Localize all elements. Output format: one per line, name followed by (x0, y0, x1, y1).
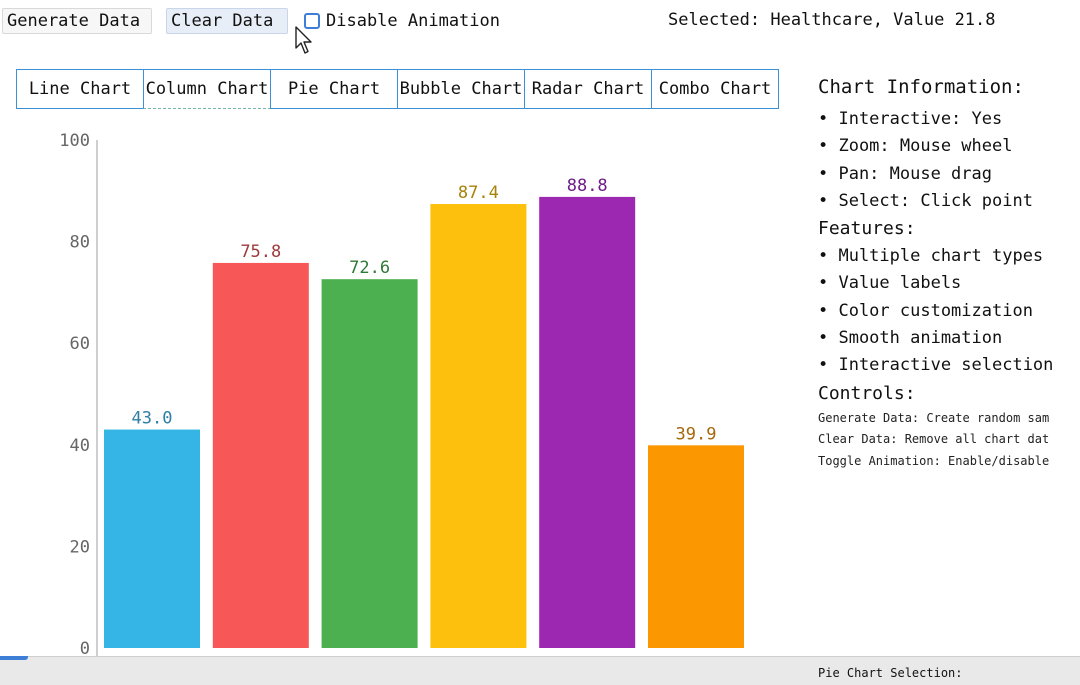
y-tick-label: 20 (70, 537, 90, 557)
tab-line-chart[interactable]: Line Chart (16, 69, 144, 109)
y-tick-label: 60 (70, 334, 90, 354)
info-item: • Pan: Mouse drag (818, 163, 992, 184)
bar-value-label: 39.9 (676, 424, 717, 444)
disable-animation-checkbox[interactable]: Disable Animation (304, 8, 500, 34)
scroll-thumb[interactable] (0, 656, 28, 660)
control-item: Toggle Animation: Enable/disable (818, 453, 1050, 468)
y-tick-label: 80 (70, 233, 90, 253)
chart-type-tabs: Line Chart Column Chart Pie Chart Bubble… (16, 69, 779, 109)
disable-animation-label: Disable Animation (326, 11, 500, 31)
tab-combo-chart[interactable]: Combo Chart (651, 69, 779, 109)
y-tick-label: 40 (70, 436, 90, 456)
bottom-scrollbar[interactable] (0, 656, 1080, 685)
y-tick-label: 100 (59, 131, 90, 151)
y-tick-label: 0 (80, 639, 90, 656)
info-title: Chart Information: (818, 76, 1024, 98)
generate-data-button[interactable]: Generate Data (2, 8, 152, 34)
feature-item: • Smooth animation (818, 328, 1003, 349)
bar-value-label: 75.8 (240, 242, 281, 262)
feature-item: • Value labels (818, 273, 962, 294)
chart-bar[interactable] (212, 262, 309, 648)
bar-value-label: 72.6 (349, 258, 390, 278)
chart-info-panel: Chart Information: • Interactive: Yes • … (818, 74, 1080, 472)
tab-pie-chart[interactable]: Pie Chart (270, 69, 398, 109)
feature-item: • Color customization (818, 300, 1033, 321)
chart-bar[interactable] (648, 445, 744, 648)
control-item: Clear Data: Remove all chart dat (818, 432, 1050, 447)
bar-value-label: 43.0 (132, 409, 173, 429)
pie-chart-selection-label: Pie Chart Selection: (818, 666, 963, 680)
selected-status: Selected: Healthcare, Value 21.8 (668, 10, 996, 30)
tab-column-chart[interactable]: Column Chart (143, 69, 271, 109)
features-title: Features: (818, 218, 916, 240)
chart-bar[interactable] (430, 204, 527, 648)
chart-bar[interactable] (321, 279, 418, 648)
column-chart[interactable]: 0 20 40 60 80 100 43.0 75.8 72.6 87.4 88.8 39.9 (0, 120, 800, 656)
controls-title: Controls: (818, 382, 916, 404)
chart-bar[interactable] (539, 196, 636, 648)
feature-item: • Interactive selection (818, 355, 1054, 376)
tab-radar-chart[interactable]: Radar Chart (524, 69, 652, 109)
chart-bar[interactable] (104, 429, 200, 648)
clear-data-button[interactable]: Clear Data (166, 8, 288, 34)
info-item: • Zoom: Mouse wheel (818, 136, 1013, 157)
bar-value-label: 88.8 (567, 176, 608, 196)
mouse-cursor-icon (295, 26, 312, 54)
tab-bubble-chart[interactable]: Bubble Chart (397, 69, 525, 109)
checkbox-box[interactable] (304, 13, 320, 29)
info-item: • Select: Click point (818, 190, 1033, 211)
control-item: Generate Data: Create random sam (818, 410, 1050, 425)
feature-item: • Multiple chart types (818, 246, 1044, 267)
bar-value-label: 87.4 (458, 183, 499, 203)
info-item: • Interactive: Yes (818, 109, 1003, 129)
